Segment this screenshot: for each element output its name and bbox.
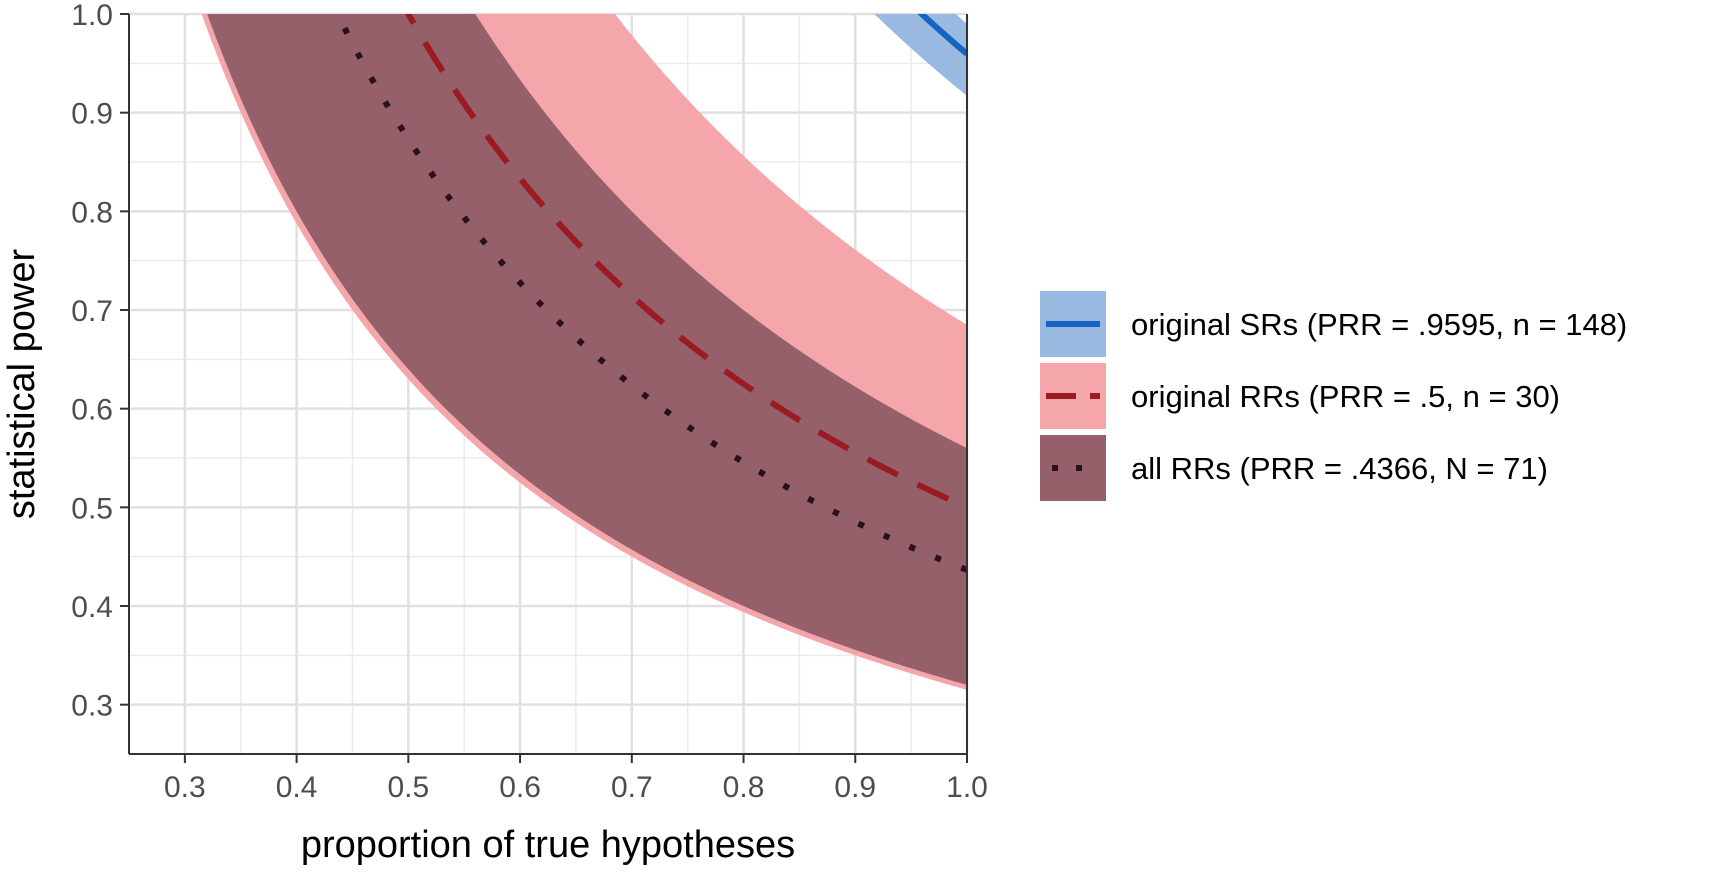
series-line-1 (404, 14, 967, 511)
x-tick-label: 0.5 (387, 771, 429, 804)
legend: original SRs (PRR = .9595, n = 148) origi… (1040, 291, 1627, 501)
x-tick-label: 1.0 (946, 771, 988, 804)
y-tick-label: 0.8 (71, 196, 113, 229)
y-tick-label: 0.4 (71, 591, 113, 624)
legend-label-2: all RRs (PRR = .4366, N = 71) (1131, 451, 1548, 486)
y-tick-label: 0.6 (71, 394, 113, 427)
y-tick-label: 0.5 (71, 492, 113, 525)
x-tick-label: 0.6 (499, 771, 541, 804)
x-tick-label: 0.7 (611, 771, 653, 804)
axes (120, 13, 968, 763)
x-tick-label: 0.9 (834, 771, 876, 804)
series-ribbon-2 (207, 14, 967, 685)
y-tick-label: 0.9 (71, 98, 113, 131)
x-tick-label: 0.3 (164, 771, 206, 804)
x-tick-label: 0.8 (723, 771, 765, 804)
legend-label-1: original RRs (PRR = .5, n = 30) (1131, 379, 1560, 414)
x-axis-title: proportion of true hypotheses (301, 824, 795, 866)
x-tick-label: 0.4 (276, 771, 318, 804)
y-tick-labels: 0.3 0.4 0.5 0.6 0.7 0.8 0.9 1.0 (71, 0, 113, 723)
legend-label-0: original SRs (PRR = .9595, n = 148) (1131, 307, 1627, 342)
y-tick-label: 1.0 (71, 0, 113, 32)
series-lines (334, 14, 967, 573)
legend-key-fill-2 (1040, 435, 1106, 501)
y-axis-title: statistical power (1, 248, 43, 519)
y-tick-label: 0.3 (71, 690, 113, 723)
y-tick-label: 0.7 (71, 295, 113, 328)
x-tick-labels: 0.3 0.4 0.5 0.6 0.7 0.8 0.9 1.0 (164, 771, 988, 804)
